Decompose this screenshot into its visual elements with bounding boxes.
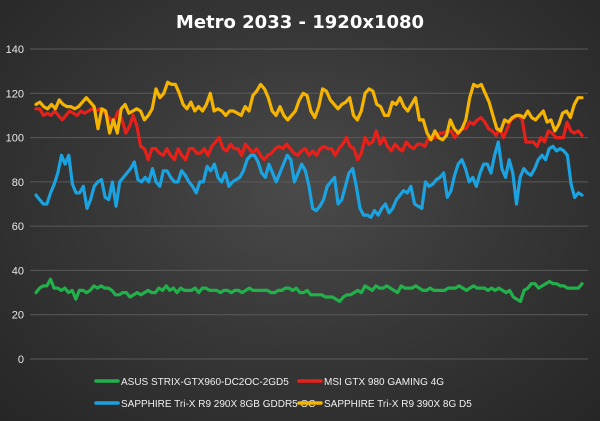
series-line-2 [34, 140, 584, 219]
y-tick-label: 40 [12, 265, 24, 277]
y-axis-ticks: 0 20 40 60 80 100 120 140 [6, 44, 24, 366]
legend-label-3: SAPPHIRE Tri-X R9 390X 8G D5 [324, 399, 472, 410]
series-line-0 [34, 277, 584, 303]
y-tick-label: 120 [6, 88, 24, 100]
series-lines [34, 80, 584, 303]
series-line-3 [34, 80, 584, 142]
legend-label-1: MSI GTX 980 GAMING 4G [324, 377, 444, 388]
series-line-1 [34, 107, 584, 162]
chart-title: Metro 2033 - 1920x1080 [176, 12, 424, 33]
legend-label-0: ASUS STRIX-GTX960-DC2OC-2GD5 [121, 377, 289, 388]
y-tick-label: 60 [12, 221, 24, 233]
y-tick-label: 100 [6, 133, 24, 145]
legend: ASUS STRIX-GTX960-DC2OC-2GD5 MSI GTX 980 … [94, 377, 472, 410]
y-tick-label: 20 [12, 310, 24, 322]
legend-label-2: SAPPHIRE Tri-X R9 290X 8GB GDDR5 OC [121, 399, 316, 410]
y-tick-label: 0 [18, 354, 24, 366]
y-tick-label: 80 [12, 177, 24, 189]
y-tick-label: 140 [6, 44, 24, 56]
gridlines [30, 48, 588, 360]
